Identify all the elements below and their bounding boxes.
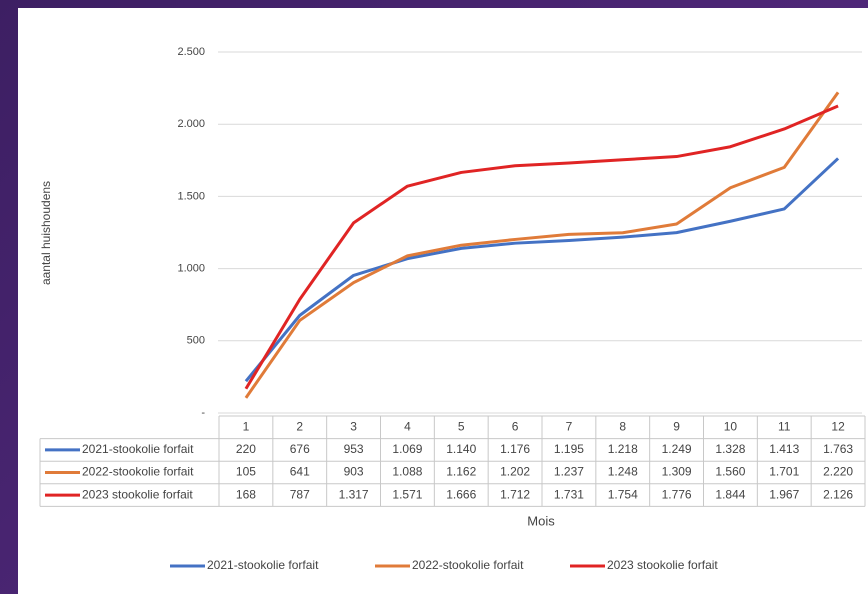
y-tick-label: 2.000 — [177, 118, 205, 130]
table-cell: 1.176 — [500, 442, 530, 456]
table-cell: 1.731 — [554, 487, 584, 501]
legend-label: 2022-stookolie forfait — [412, 558, 524, 572]
table-cell: 1.195 — [554, 442, 584, 456]
x-tick-label: 11 — [778, 419, 791, 433]
table-cell: 1.712 — [500, 487, 530, 501]
table-cell: 787 — [290, 487, 310, 501]
x-tick-label: 2 — [296, 419, 303, 433]
table-cell: 1.701 — [769, 465, 799, 479]
table-cell: 1.088 — [392, 465, 422, 479]
x-tick-label: 9 — [673, 419, 680, 433]
y-axis-label: aantal huishoudens — [39, 181, 53, 285]
table-cell: 953 — [344, 442, 364, 456]
x-tick-label: 3 — [350, 419, 357, 433]
x-tick-label: 1 — [243, 419, 250, 433]
table-cell: 1.218 — [608, 442, 638, 456]
legend-label: 2023 stookolie forfait — [607, 558, 718, 572]
table-cell: 1.571 — [392, 487, 422, 501]
table-cell: 1.560 — [715, 465, 745, 479]
series-line — [244, 91, 840, 399]
table-cell: 1.776 — [662, 487, 692, 501]
y-tick-label: 1.000 — [177, 263, 205, 275]
table-cell: 1.666 — [446, 487, 476, 501]
x-tick-label: 4 — [404, 419, 411, 433]
table-cell: 1.249 — [662, 442, 692, 456]
table-cell: 105 — [236, 465, 256, 479]
table-row-label: 2022-stookolie forfait — [82, 465, 194, 479]
table-cell: 1.967 — [769, 487, 799, 501]
x-tick-label: 8 — [619, 419, 626, 433]
x-tick-label: 10 — [724, 419, 738, 433]
x-tick-label: 12 — [831, 419, 845, 433]
table-cell: 220 — [236, 442, 256, 456]
series-line — [244, 157, 840, 383]
y-tick-label: 2.500 — [177, 46, 205, 58]
y-tick-label: 1.500 — [177, 190, 205, 202]
table-row-label: 2021-stookolie forfait — [82, 442, 194, 456]
y-tick-label: 500 — [187, 335, 205, 347]
table-cell: 1.069 — [392, 442, 422, 456]
table-cell: 1.140 — [446, 442, 476, 456]
legend-label: 2021-stookolie forfait — [207, 558, 319, 572]
table-cell: 676 — [290, 442, 310, 456]
table-cell: 2.126 — [823, 487, 853, 501]
table-cell: 1.248 — [608, 465, 638, 479]
table-cell: 1.413 — [769, 442, 799, 456]
table-cell: 1.763 — [823, 442, 853, 456]
panel — [18, 8, 868, 594]
table-cell: 2.220 — [823, 465, 853, 479]
table-cell: 168 — [236, 487, 256, 501]
table-cell: 1.202 — [500, 465, 530, 479]
table-cell: 1.317 — [339, 487, 369, 501]
table-cell: 1.237 — [554, 465, 584, 479]
x-tick-label: 7 — [566, 419, 573, 433]
table-cell: 903 — [344, 465, 364, 479]
table-cell: 1.162 — [446, 465, 476, 479]
table-cell: 1.309 — [662, 465, 692, 479]
table-cell: 1.844 — [715, 487, 745, 501]
x-tick-label: 6 — [512, 419, 519, 433]
y-tick-label: - — [201, 407, 205, 419]
table-cell: 641 — [290, 465, 310, 479]
x-tick-label: 5 — [458, 419, 465, 433]
table-cell: 1.754 — [608, 487, 638, 501]
series-line — [244, 104, 839, 390]
table-cell: 1.328 — [715, 442, 745, 456]
table-row-label: 2023 stookolie forfait — [82, 487, 193, 501]
x-axis-label: Mois — [527, 513, 555, 528]
